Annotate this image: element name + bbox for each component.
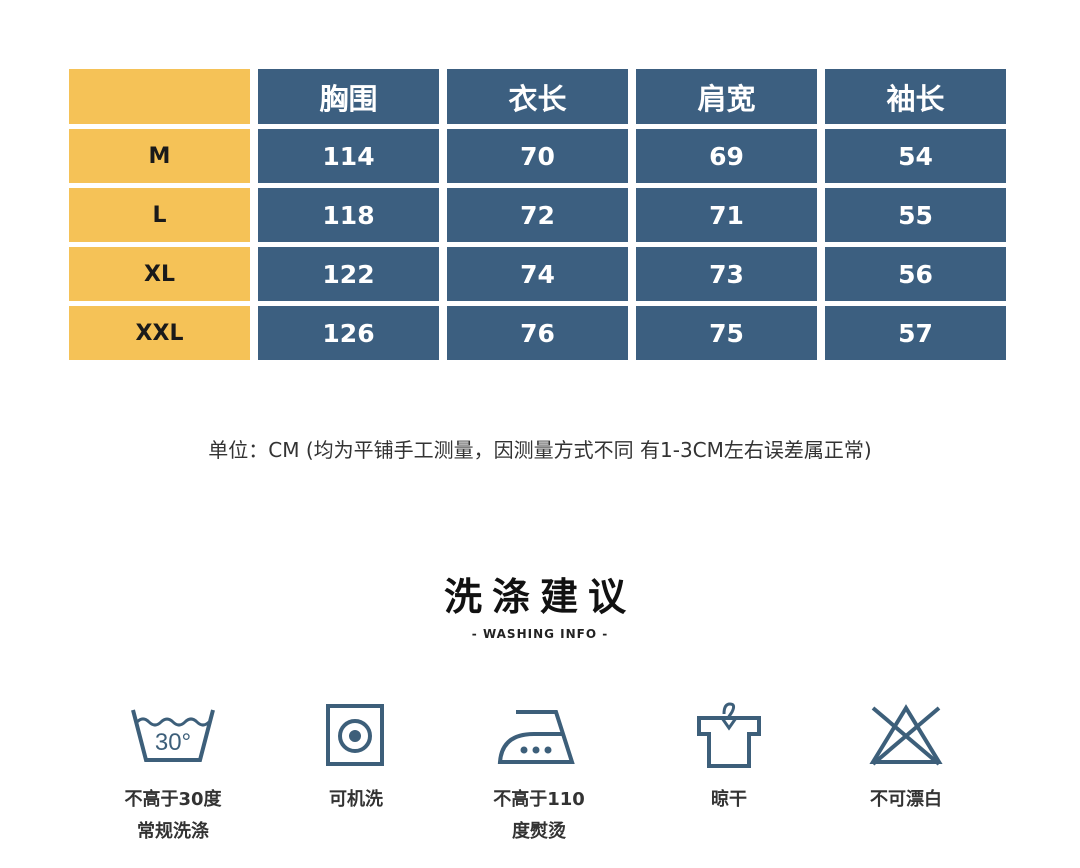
header-chest: 胸围 [258, 69, 439, 124]
size-label: M [69, 129, 250, 183]
size-label: XXL [69, 306, 250, 360]
header-length: 衣长 [447, 69, 628, 124]
header-shoulder: 肩宽 [636, 69, 817, 124]
washing-subtitle: - WASHING INFO - [471, 627, 609, 641]
size-table: 胸围 衣长 肩宽 袖长 M 114 70 69 54 L 118 72 71 5… [69, 69, 1006, 360]
svg-text:30°: 30° [155, 729, 191, 756]
care-label: 不高于110 [493, 789, 585, 810]
hang-dry-icon [697, 702, 761, 768]
table-cell: 73 [636, 247, 817, 301]
table-cell: 71 [636, 188, 817, 242]
care-label: 度熨烫 [512, 821, 566, 842]
size-label: L [69, 188, 250, 242]
table-cell: 70 [447, 129, 628, 183]
care-label: 常规洗涤 [137, 821, 209, 842]
table-cell: 126 [258, 306, 439, 360]
table-cell: 76 [447, 306, 628, 360]
measurement-note: 单位：CM (均为平铺手工测量，因测量方式不同 有1-3CM左右误差属正常) [208, 438, 872, 462]
table-cell: 72 [447, 188, 628, 242]
care-label: 可机洗 [329, 789, 383, 810]
machine-wash-icon [326, 704, 384, 766]
table-cell: 57 [825, 306, 1006, 360]
table-cell: 75 [636, 306, 817, 360]
iron-icon [497, 710, 575, 764]
header-sleeve: 袖长 [825, 69, 1006, 124]
table-cell: 55 [825, 188, 1006, 242]
care-item-hang-dry: 晾干 [649, 700, 809, 816]
care-item-machine-wash: 可机洗 [276, 700, 436, 816]
care-item-iron: 不高于110 度熨烫 [459, 700, 619, 848]
care-item-no-bleach: 不可漂白 [826, 700, 986, 816]
table-cell: 54 [825, 129, 1006, 183]
no-bleach-icon [869, 704, 943, 766]
size-label: XL [69, 247, 250, 301]
care-label: 晾干 [711, 789, 747, 810]
table-cell: 118 [258, 188, 439, 242]
care-label: 不可漂白 [870, 789, 942, 810]
washing-title: 洗涤建议 [443, 575, 636, 619]
care-label: 不高于30度 [124, 789, 222, 810]
wash-30-icon: 30° [131, 709, 215, 762]
table-cell: 114 [258, 129, 439, 183]
table-cell: 74 [447, 247, 628, 301]
care-item-wash-30: 30° 不高于30度 常规洗涤 [93, 700, 253, 848]
table-cell: 122 [258, 247, 439, 301]
header-corner [69, 69, 250, 124]
table-cell: 69 [636, 129, 817, 183]
table-cell: 56 [825, 247, 1006, 301]
